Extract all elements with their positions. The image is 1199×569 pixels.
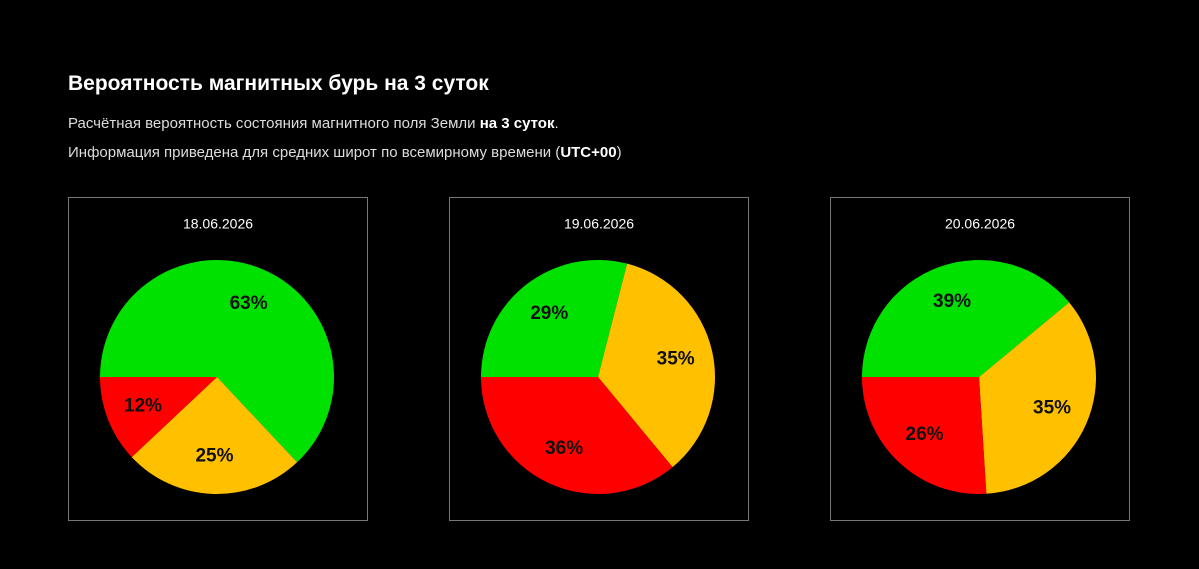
text-bold: на 3 суток (479, 115, 555, 132)
pie-slice (131, 377, 298, 495)
pie-slice (979, 302, 1096, 494)
description: Информация приведена для средних широт п… (68, 143, 622, 162)
chart-title: 18.06.2026 (183, 216, 253, 232)
slice-label: 39% (933, 291, 971, 312)
pie-slice (481, 260, 628, 377)
text: Информация приведена для средних широт п… (68, 144, 561, 161)
slice-label: 36% (545, 438, 583, 459)
chart-frame (68, 197, 368, 521)
slice-label: 63% (230, 293, 268, 314)
pie-slice (862, 260, 1070, 377)
text: Расчётная вероятность состояния магнитно… (68, 115, 480, 132)
pie-slice (100, 377, 217, 458)
text-bold: UTC+00 (560, 144, 617, 161)
pie-slice (481, 377, 673, 495)
slice-label: 25% (195, 446, 233, 467)
chart-frame (830, 197, 1130, 521)
pie-slice (100, 260, 334, 463)
slice-label: 29% (530, 303, 568, 324)
pie-slice (598, 263, 716, 468)
text: ) (616, 144, 622, 161)
chart-title: 19.06.2026 (564, 216, 634, 232)
header: Вероятность магнитных бурь на 3 суток Ра… (68, 72, 622, 172)
text: . (554, 115, 559, 132)
chart-frame (449, 197, 749, 521)
slice-label: 12% (124, 395, 162, 416)
slice-label: 35% (657, 349, 695, 370)
chart-title: 20.06.2026 (945, 216, 1015, 232)
slice-label: 35% (1033, 398, 1071, 419)
description: Расчётная вероятность состояния магнитно… (68, 114, 622, 133)
slice-label: 26% (906, 424, 944, 445)
page-title: Вероятность магнитных бурь на 3 суток (68, 72, 489, 95)
pie-slice (862, 377, 987, 494)
